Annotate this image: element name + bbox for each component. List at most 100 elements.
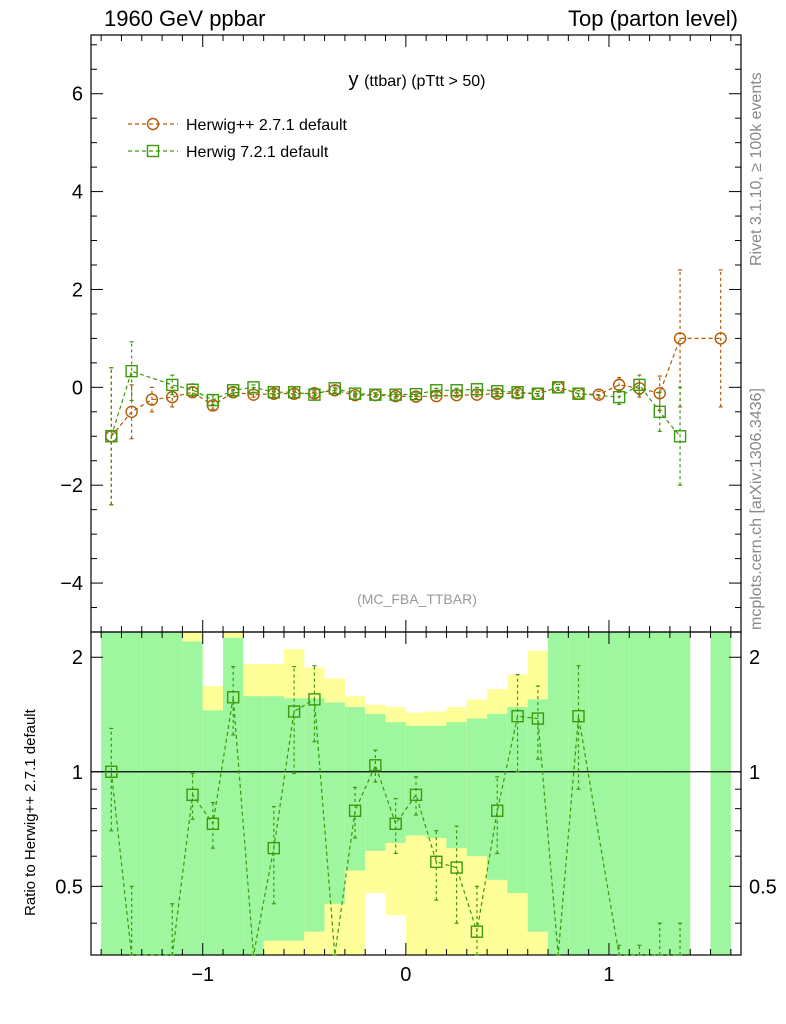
green-band-bin xyxy=(629,632,650,955)
green-band-bin xyxy=(507,706,528,894)
data-point-square xyxy=(369,759,382,772)
data-point-square xyxy=(287,386,301,399)
data-point-square xyxy=(206,393,220,407)
series-square xyxy=(105,341,687,506)
green-band-bin xyxy=(710,632,731,955)
green-band-bin xyxy=(283,698,305,941)
data-point-square xyxy=(105,430,118,443)
data-point-square xyxy=(633,378,646,392)
data-point-square xyxy=(308,693,321,706)
header-energy-label: 1960 GeV ppbar xyxy=(104,6,266,31)
data-point-square xyxy=(673,430,687,443)
data-point-square xyxy=(389,388,402,401)
data-point-circle xyxy=(714,332,727,345)
data-point-square xyxy=(125,364,138,378)
data-point-square xyxy=(531,387,545,400)
green-band-bin xyxy=(608,632,630,955)
series-line xyxy=(110,337,721,437)
main-y-axis-ticks xyxy=(91,44,741,633)
data-point-square xyxy=(450,384,463,397)
green-band-bin xyxy=(385,722,406,843)
data-point-square xyxy=(409,387,423,401)
data-point-square xyxy=(308,388,321,401)
main-y-tick-label: −2 xyxy=(60,475,83,497)
series-line xyxy=(110,370,681,437)
data-point-square xyxy=(186,788,199,801)
data-point-square xyxy=(105,765,118,778)
data-point-square xyxy=(328,382,341,395)
data-point-square xyxy=(348,804,362,817)
data-point-square xyxy=(247,381,260,394)
data-point-square xyxy=(491,385,504,398)
data-point-circle xyxy=(146,117,160,131)
green-band-bin xyxy=(141,632,163,955)
green-band-bin xyxy=(405,725,427,836)
x-axis-ticks xyxy=(100,632,732,955)
data-point-square xyxy=(430,855,443,869)
data-point-square xyxy=(551,381,565,394)
data-point-square xyxy=(470,925,484,938)
green-band-bin xyxy=(527,699,549,932)
analysis-watermark: (MC_FBA_TTBAR) xyxy=(357,591,477,607)
main-y-tick-label: 4 xyxy=(72,182,83,204)
data-point-circle xyxy=(673,332,687,345)
data-point-square xyxy=(511,709,524,723)
data-point-square xyxy=(409,788,423,801)
series-square xyxy=(105,665,683,956)
data-point-square xyxy=(226,691,240,704)
data-point-square xyxy=(511,386,524,399)
main-y-tick-label: 6 xyxy=(72,84,83,106)
data-point-square xyxy=(226,384,240,397)
data-point-square xyxy=(267,841,281,855)
main-y-tick-label: 0 xyxy=(72,377,83,399)
header-process-label: Top (parton level) xyxy=(568,6,738,31)
green-band-bin xyxy=(548,632,569,955)
ratio-plot-frame xyxy=(90,631,742,956)
data-point-circle xyxy=(166,390,179,404)
data-point-square xyxy=(267,386,281,399)
green-band-bin xyxy=(223,637,244,955)
legend: Herwig++ 2.7.1 default Herwig 7.2.1 defau… xyxy=(128,117,348,161)
ratio-y-tick-label-left: 2 xyxy=(72,647,83,669)
series-circle xyxy=(105,269,727,506)
series-line xyxy=(110,697,681,956)
green-band-bin xyxy=(182,641,203,955)
data-point-square xyxy=(531,712,545,725)
data-point-square xyxy=(166,378,179,392)
legend-entry-label: Herwig 7.2.1 default xyxy=(186,144,329,161)
green-band-bin xyxy=(162,632,183,955)
data-point-square xyxy=(491,804,504,817)
data-point-square xyxy=(146,144,160,158)
green-band-bin xyxy=(669,632,691,955)
ratio-y-tick-label-right: 0.5 xyxy=(749,876,777,898)
data-point-circle xyxy=(145,393,159,406)
green-band-bin xyxy=(324,702,345,904)
green-band-bin xyxy=(426,725,447,838)
data-point-square xyxy=(389,817,402,830)
data-point-square xyxy=(206,817,220,830)
ratio-uncertainty-bands xyxy=(101,632,731,955)
main-y-tick-label: −4 xyxy=(60,573,83,595)
green-band-bin xyxy=(202,710,224,955)
ratio-y-tick-label-left: 1 xyxy=(72,762,83,784)
data-point-square xyxy=(450,861,463,874)
x-tick-label: −1 xyxy=(191,964,214,986)
data-point-square xyxy=(612,390,626,404)
x-axis-ticks xyxy=(100,35,732,632)
green-band-bin xyxy=(649,632,670,955)
data-point-square xyxy=(572,709,585,723)
ratio-y-tick-label-right: 2 xyxy=(749,647,760,669)
data-point-square xyxy=(287,705,301,718)
x-tick-label: 1 xyxy=(603,964,614,986)
data-point-square xyxy=(430,384,443,397)
data-point-square xyxy=(369,388,382,401)
green-band-bin xyxy=(121,632,142,955)
green-band-bin xyxy=(466,718,488,857)
data-point-circle xyxy=(125,405,138,418)
green-band-bin xyxy=(588,632,609,955)
main-plot-title: y (ttbar) (pTtt > 50) xyxy=(349,69,486,91)
data-point-square xyxy=(470,383,484,396)
ratio-y-tick-label-left: 0.5 xyxy=(55,876,83,898)
ratio-y-axis-ticks xyxy=(91,656,741,924)
